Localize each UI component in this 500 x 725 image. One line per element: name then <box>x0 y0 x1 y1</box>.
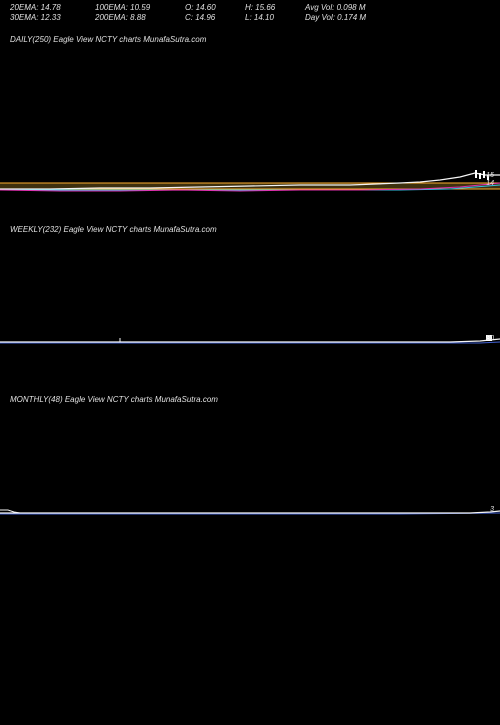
monthly-title: MONTHLY(48) Eagle View NCTY charts Munaf… <box>10 395 218 404</box>
stat-high: H: 15.66 <box>245 3 305 12</box>
stat-open: O: 14.60 <box>185 3 245 12</box>
daily-title: DAILY(250) Eagle View NCTY charts Munafa… <box>10 35 206 44</box>
stat-30ema: 30EMA: 12.33 <box>10 13 95 22</box>
weekly-panel: WEEKLY(232) Eagle View NCTY charts Munaf… <box>0 215 500 385</box>
svg-text:3: 3 <box>490 506 494 513</box>
stats-row-2: 30EMA: 12.33 200EMA: 8.88 C: 14.96 L: 14… <box>10 13 490 22</box>
weekly-title: WEEKLY(232) Eagle View NCTY charts Munaf… <box>10 225 217 234</box>
svg-text:80: 80 <box>486 335 494 342</box>
stat-dayvol: Day Vol: 0.174 M <box>305 13 395 22</box>
svg-text:14: 14 <box>486 180 494 187</box>
stat-100ema: 100EMA: 10.59 <box>95 3 185 12</box>
stat-low: L: 14.10 <box>245 13 305 22</box>
monthly-chart: 3 <box>0 385 500 725</box>
stat-20ema: 20EMA: 14.78 <box>10 3 95 12</box>
daily-chart: 1514 <box>0 25 500 215</box>
daily-panel: DAILY(250) Eagle View NCTY charts Munafa… <box>0 25 500 215</box>
stat-200ema: 200EMA: 8.88 <box>95 13 185 22</box>
stat-close: C: 14.96 <box>185 13 245 22</box>
stat-avgvol: Avg Vol: 0.098 M <box>305 3 395 12</box>
svg-text:15: 15 <box>486 172 494 179</box>
monthly-panel: MONTHLY(48) Eagle View NCTY charts Munaf… <box>0 385 500 725</box>
weekly-chart: 80 <box>0 215 500 385</box>
stats-row-1: 20EMA: 14.78 100EMA: 10.59 O: 14.60 H: 1… <box>10 3 490 12</box>
header-stats: 20EMA: 14.78 100EMA: 10.59 O: 14.60 H: 1… <box>0 0 500 25</box>
